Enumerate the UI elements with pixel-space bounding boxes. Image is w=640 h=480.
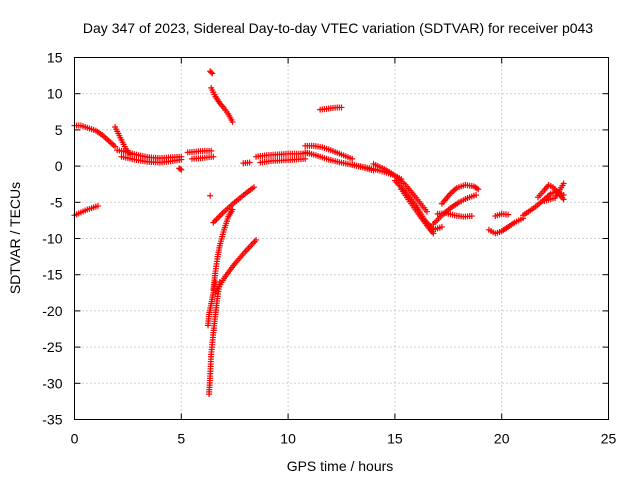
data-point xyxy=(178,156,185,163)
x-axis-label: GPS time / hours xyxy=(287,458,394,474)
axis-ticks: 0 5 10 15 20 25 15 10 5 0 -5 -10 -15 -20 -25 -30 -35 xyxy=(42,50,616,447)
data-point xyxy=(178,166,185,173)
y-tick-label: -30 xyxy=(42,375,62,391)
data-point xyxy=(212,278,219,285)
data-point xyxy=(112,143,119,150)
data-point xyxy=(177,165,184,172)
y-tick-label: -5 xyxy=(50,194,63,210)
y-tick-label: 15 xyxy=(47,50,63,66)
y-tick-label: -35 xyxy=(42,412,62,428)
data-point xyxy=(349,155,356,162)
data-point xyxy=(209,70,216,77)
y-tick-label: -10 xyxy=(42,231,62,247)
data-point xyxy=(208,147,215,154)
data-point xyxy=(475,186,482,193)
x-tick-label: 20 xyxy=(494,431,510,447)
data-point xyxy=(94,202,101,209)
data-point xyxy=(438,223,445,230)
x-tick-label: 25 xyxy=(601,431,617,447)
y-axis-label: SDTVAR / TECUs xyxy=(7,182,23,294)
y-tick-label: -25 xyxy=(42,339,62,355)
data-point xyxy=(560,196,567,203)
data-point xyxy=(210,153,217,160)
x-tick-label: 10 xyxy=(280,431,296,447)
data-point xyxy=(250,184,257,191)
data-points xyxy=(71,68,567,398)
y-tick-label: -20 xyxy=(42,303,62,319)
data-point xyxy=(560,180,567,187)
data-point xyxy=(430,230,437,237)
y-tick-label: -15 xyxy=(42,267,62,283)
chart-title: Day 347 of 2023, Sidereal Day-to-day VTE… xyxy=(83,20,593,36)
grid xyxy=(74,57,609,420)
x-tick-label: 5 xyxy=(177,431,185,447)
data-point xyxy=(229,206,236,213)
data-point xyxy=(302,155,309,162)
data-point xyxy=(423,208,430,215)
y-tick-label: 0 xyxy=(55,158,63,174)
x-tick-label: 15 xyxy=(387,431,403,447)
data-point xyxy=(473,192,480,199)
data-point xyxy=(229,118,236,125)
data-point xyxy=(208,69,215,76)
data-point xyxy=(338,104,345,111)
data-point xyxy=(505,211,512,218)
y-tick-label: 10 xyxy=(47,86,63,102)
x-tick-label: 0 xyxy=(71,431,79,447)
data-point xyxy=(207,192,214,199)
data-point xyxy=(246,159,253,166)
data-point xyxy=(468,213,475,220)
data-point xyxy=(253,236,260,243)
y-tick-label: 5 xyxy=(55,122,63,138)
